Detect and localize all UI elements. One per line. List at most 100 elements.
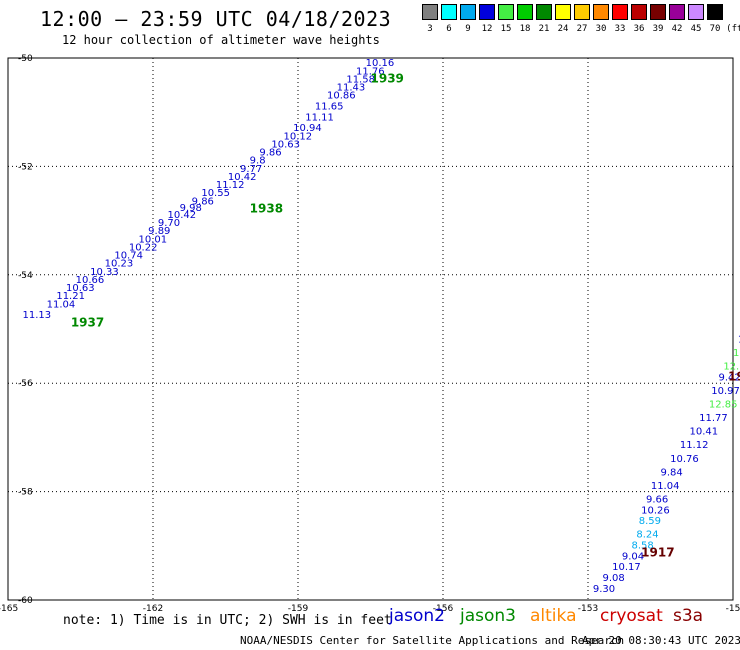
wave-height-value: 10.23 xyxy=(105,259,134,270)
legend-swatch xyxy=(498,4,514,20)
legend-swatch xyxy=(574,4,590,20)
mission-s3a: s3a xyxy=(673,606,704,626)
wave-height-value: 12.55 xyxy=(733,348,740,359)
page-subtitle: 12 hour collection of altimeter wave hei… xyxy=(62,33,380,47)
legend-swatch xyxy=(593,4,609,20)
wave-height-value: 10.33 xyxy=(90,267,119,278)
wave-height-value: 10.66 xyxy=(76,275,105,286)
wave-height-value: 9.86 xyxy=(259,148,281,159)
wave-height-value: 11.11 xyxy=(305,112,334,123)
wave-height-value: 10.01 xyxy=(139,234,168,245)
wave-height-value: 9.89 xyxy=(148,226,170,237)
wave-height-value: 9.8 xyxy=(250,156,266,167)
wave-height-value: 10.41 xyxy=(690,427,719,438)
legend-swatch xyxy=(517,4,533,20)
x-tick-label: -153 xyxy=(578,604,598,614)
legend-swatch xyxy=(422,4,438,20)
wave-height-value: 11.04 xyxy=(651,481,680,492)
wave-height-value: 9.66 xyxy=(646,494,668,505)
wave-height-value: 12.16 xyxy=(723,362,740,373)
wave-height-value: 9.86 xyxy=(192,196,214,207)
legend-value: 36 xyxy=(633,24,645,34)
wave-height-value: 10.76 xyxy=(670,454,699,465)
legend-swatch xyxy=(479,4,495,20)
y-tick-label: -54 xyxy=(18,271,33,281)
legend-value: 33 xyxy=(614,24,626,34)
mission-jason2: jason2 xyxy=(389,606,445,626)
wave-height-value: 11.58 xyxy=(346,74,375,85)
wave-height-map: -165 -162 -159 -156 -153 -15 -50 -52 -54 -56 -58 -6… xyxy=(0,54,740,614)
wave-height-value: 10.86 xyxy=(327,91,356,102)
wave-height-value: 9.30 xyxy=(593,584,615,595)
legend-swatch xyxy=(631,4,647,20)
x-tick-label: -159 xyxy=(288,604,309,614)
timestamp-text: Apr 20 08:30:43 UTC 2023 xyxy=(582,634,740,647)
y-tick-label: -58 xyxy=(18,488,33,498)
wave-height-value: 9.04 xyxy=(622,551,644,562)
legend-swatch xyxy=(669,4,685,20)
wave-height-value: 8.59 xyxy=(639,516,661,527)
footer-note: note: 1) Time is in UTC; 2) SWH is in fe… xyxy=(63,613,392,628)
legend-value: 21 xyxy=(538,24,550,34)
legend-value: 3 xyxy=(427,24,433,34)
wave-height-value: 9.77 xyxy=(240,164,262,175)
wave-height-value: 10.22 xyxy=(129,242,158,253)
wave-height-value: 10.42 xyxy=(168,210,197,221)
pass-time-label: 1917 xyxy=(641,546,674,560)
wave-height-value: 11.95 xyxy=(738,335,740,346)
legend-swatch xyxy=(536,4,552,20)
page-title: 12:00 – 23:59 UTC 04/18/2023 xyxy=(40,7,392,31)
credit-text: NOAA/NESDIS Center for Satellite Applica… xyxy=(240,634,625,647)
legend-value: 6 xyxy=(446,24,452,34)
pass-time-label: 1916 xyxy=(728,369,740,383)
legend-swatch xyxy=(650,4,666,20)
wave-height-value: 11.43 xyxy=(337,83,366,94)
x-tick-label: -156 xyxy=(433,604,454,614)
legend-unit: (ft) xyxy=(726,24,740,34)
mission-altika: altika xyxy=(530,606,577,626)
legend-value: 39 xyxy=(652,24,664,34)
wave-height-value: 11.13 xyxy=(23,310,52,321)
wave-height-value: 10.42 xyxy=(228,172,257,183)
x-tick-label: -162 xyxy=(143,604,163,614)
wave-height-value: 11.12 xyxy=(680,440,709,451)
legend-swatch xyxy=(688,4,704,20)
legend-value: 45 xyxy=(690,24,702,34)
wave-height-value: 9.70 xyxy=(158,218,180,229)
x-tick-label: -165 xyxy=(0,604,18,614)
pass-time-label: 1938 xyxy=(250,201,283,215)
pass-time-label: 1937 xyxy=(71,315,104,329)
wave-height-value: 11.21 xyxy=(56,291,85,302)
legend-value: 9 xyxy=(465,24,471,34)
wave-height-value: 10.16 xyxy=(366,58,395,69)
legend-value: 24 xyxy=(557,24,569,34)
wave-height-value: 10.12 xyxy=(284,131,313,142)
legend-value: 70 xyxy=(709,24,721,34)
legend-value: 42 xyxy=(671,24,683,34)
y-tick-label: -50 xyxy=(18,54,33,64)
wave-height-value: 10.63 xyxy=(271,139,300,150)
wave-height-value: 10.26 xyxy=(641,505,670,516)
mission-cryosat: cryosat xyxy=(600,606,663,626)
legend-value: 27 xyxy=(576,24,588,34)
legend-swatch xyxy=(460,4,476,20)
y-tick-label: -56 xyxy=(18,379,33,389)
x-tick-label: -15 xyxy=(726,604,740,614)
wave-height-value: 11.04 xyxy=(47,299,76,310)
wave-height-value: 8.24 xyxy=(636,530,658,541)
legend-value: 30 xyxy=(595,24,607,34)
legend-swatch xyxy=(555,4,571,20)
legend-swatch xyxy=(441,4,457,20)
legend-value: 15 xyxy=(500,24,512,34)
legend-value: 18 xyxy=(519,24,531,34)
wave-height-value: 9.08 xyxy=(603,573,625,584)
y-tick-label: -60 xyxy=(18,596,33,606)
wave-height-value: 9.42 xyxy=(719,372,740,383)
wave-height-value: 10.74 xyxy=(114,251,143,262)
wave-height-value: 10.97 xyxy=(711,386,740,397)
wave-height-value: 10.17 xyxy=(612,562,641,573)
plot-frame xyxy=(7,57,734,601)
y-tick-label: -52 xyxy=(18,162,33,172)
wave-height-value: 11.12 xyxy=(216,180,245,191)
legend-value: 12 xyxy=(481,24,493,34)
